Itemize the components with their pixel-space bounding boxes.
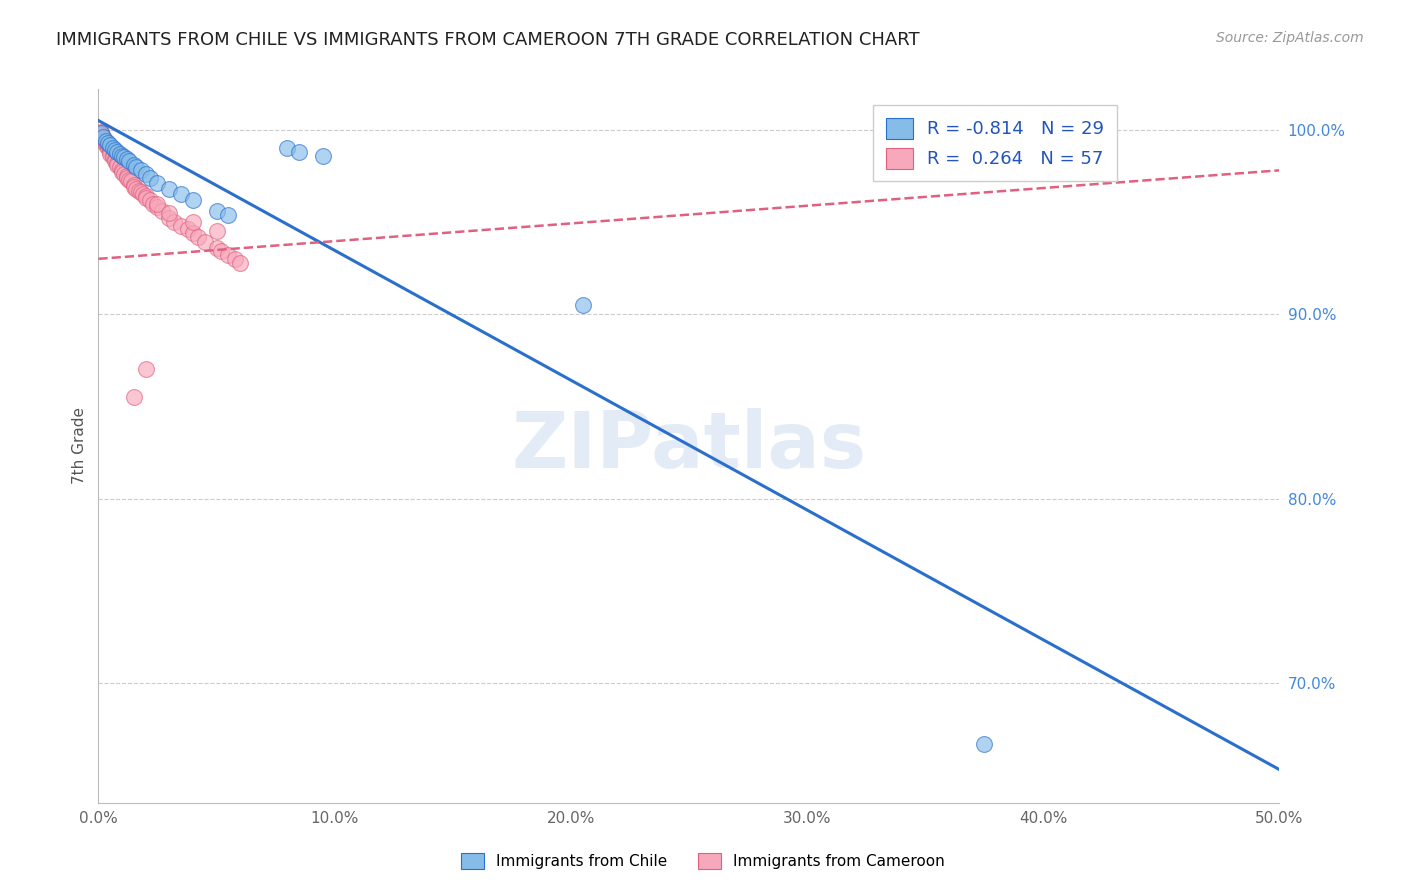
Point bbox=[97, 136, 120, 150]
Point bbox=[139, 170, 162, 185]
Point bbox=[205, 241, 228, 255]
Point bbox=[90, 125, 112, 139]
Point bbox=[101, 141, 124, 155]
Legend: R = -0.814   N = 29, R =  0.264   N = 57: R = -0.814 N = 29, R = 0.264 N = 57 bbox=[873, 105, 1116, 181]
Point bbox=[98, 137, 121, 152]
Point bbox=[104, 154, 127, 169]
Point bbox=[115, 169, 138, 183]
Point bbox=[111, 163, 134, 178]
Point bbox=[128, 184, 150, 198]
Point bbox=[150, 203, 173, 218]
Point bbox=[121, 174, 143, 188]
Point bbox=[90, 127, 112, 141]
Point bbox=[135, 362, 157, 376]
Point bbox=[90, 128, 112, 143]
Point bbox=[157, 182, 180, 196]
Point bbox=[118, 172, 141, 186]
Point bbox=[209, 244, 232, 259]
Point bbox=[125, 160, 148, 174]
Point bbox=[288, 145, 311, 159]
Point bbox=[129, 186, 152, 200]
Point bbox=[142, 196, 165, 211]
Point bbox=[205, 224, 228, 238]
Point bbox=[91, 132, 114, 146]
Point bbox=[146, 200, 169, 214]
Point bbox=[139, 193, 162, 207]
Point bbox=[163, 215, 186, 229]
Point bbox=[194, 235, 217, 250]
Point bbox=[217, 248, 239, 262]
Point bbox=[101, 148, 124, 162]
Point bbox=[101, 150, 124, 164]
Point bbox=[177, 222, 200, 236]
Point bbox=[111, 148, 134, 162]
Point bbox=[217, 208, 239, 222]
Point bbox=[97, 139, 120, 153]
Point bbox=[181, 193, 204, 207]
Point bbox=[125, 182, 148, 196]
Text: ZIPatlas: ZIPatlas bbox=[512, 408, 866, 484]
Point bbox=[135, 191, 157, 205]
Point bbox=[181, 215, 204, 229]
Point bbox=[129, 163, 152, 178]
Point bbox=[122, 178, 145, 192]
Point bbox=[973, 737, 995, 751]
Point bbox=[135, 189, 157, 203]
Point bbox=[91, 134, 114, 148]
Point bbox=[94, 137, 117, 152]
Point bbox=[118, 154, 141, 169]
Point bbox=[97, 141, 120, 155]
Point bbox=[146, 196, 169, 211]
Point bbox=[94, 134, 117, 148]
Point bbox=[104, 143, 127, 157]
Point bbox=[91, 130, 114, 145]
Point bbox=[146, 176, 169, 190]
Point bbox=[108, 160, 131, 174]
Point bbox=[112, 150, 135, 164]
Point bbox=[90, 127, 112, 141]
Point bbox=[187, 229, 209, 244]
Point bbox=[571, 298, 593, 312]
Point bbox=[115, 153, 138, 167]
Point bbox=[122, 180, 145, 194]
Point bbox=[229, 255, 252, 269]
Point bbox=[108, 146, 131, 161]
Point bbox=[122, 390, 145, 404]
Point bbox=[122, 158, 145, 172]
Point bbox=[94, 136, 117, 150]
Point bbox=[104, 153, 127, 167]
Point bbox=[132, 187, 155, 202]
Point bbox=[276, 141, 298, 155]
Point bbox=[98, 145, 121, 159]
Legend: Immigrants from Chile, Immigrants from Cameroon: Immigrants from Chile, Immigrants from C… bbox=[456, 847, 950, 875]
Text: IMMIGRANTS FROM CHILE VS IMMIGRANTS FROM CAMEROON 7TH GRADE CORRELATION CHART: IMMIGRANTS FROM CHILE VS IMMIGRANTS FROM… bbox=[56, 31, 920, 49]
Point bbox=[98, 143, 121, 157]
Point bbox=[157, 206, 180, 220]
Point bbox=[111, 165, 134, 179]
Point bbox=[312, 148, 335, 162]
Point bbox=[105, 158, 128, 172]
Point bbox=[91, 130, 114, 145]
Point bbox=[170, 187, 193, 202]
Point bbox=[115, 170, 138, 185]
Point bbox=[157, 211, 180, 226]
Text: Source: ZipAtlas.com: Source: ZipAtlas.com bbox=[1216, 31, 1364, 45]
Y-axis label: 7th Grade: 7th Grade bbox=[72, 408, 87, 484]
Point bbox=[170, 219, 193, 233]
Point bbox=[112, 167, 135, 181]
Point bbox=[105, 156, 128, 170]
Point bbox=[181, 226, 204, 240]
Point bbox=[98, 146, 121, 161]
Point bbox=[135, 167, 157, 181]
Point bbox=[105, 145, 128, 159]
Point bbox=[224, 252, 246, 266]
Point bbox=[205, 203, 228, 218]
